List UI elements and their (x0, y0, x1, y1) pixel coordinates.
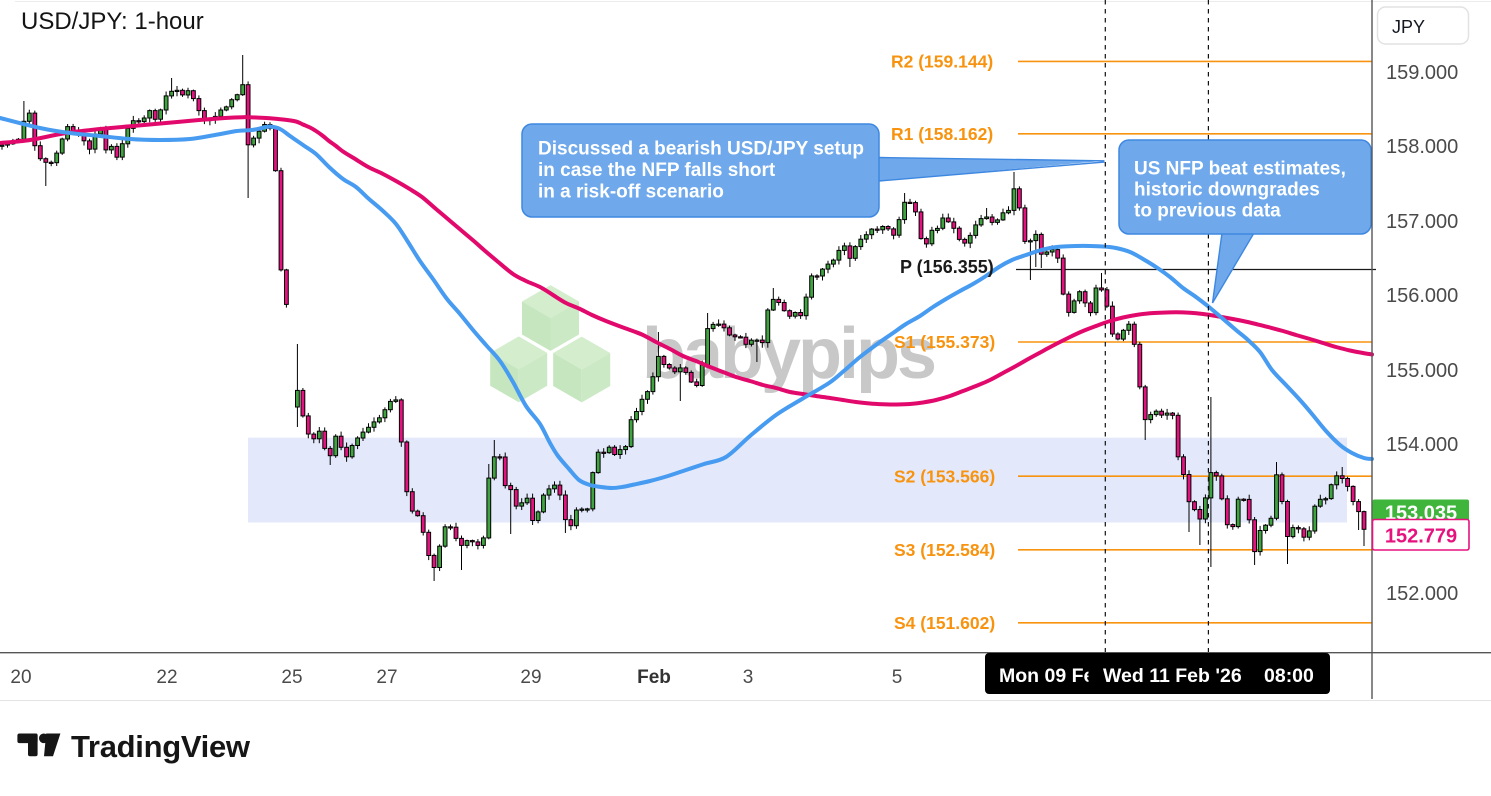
svg-text:TradingView: TradingView (71, 729, 251, 764)
svg-text:S1 (155.373): S1 (155.373) (894, 332, 995, 352)
svg-text:babypips: babypips (642, 314, 935, 394)
svg-text:20: 20 (10, 667, 31, 688)
svg-text:USD/JPY: 1-hour: USD/JPY: 1-hour (21, 8, 204, 35)
svg-text:157.000: 157.000 (1386, 211, 1458, 233)
svg-text:in a risk-off scenario: in a risk-off scenario (538, 182, 724, 203)
svg-text:S2 (153.566): S2 (153.566) (894, 467, 995, 487)
svg-text:R1 (158.162): R1 (158.162) (891, 124, 993, 144)
svg-text:152.000: 152.000 (1386, 583, 1458, 605)
svg-text:3: 3 (743, 667, 754, 688)
svg-text:08:00: 08:00 (1264, 665, 1314, 687)
svg-text:159.000: 159.000 (1386, 62, 1458, 84)
svg-text:US NFP beat estimates,: US NFP beat estimates, (1134, 159, 1346, 180)
svg-text:Wed 11 Feb '26: Wed 11 Feb '26 (1103, 665, 1242, 687)
svg-text:152.779: 152.779 (1385, 526, 1457, 548)
svg-text:5: 5 (892, 667, 903, 688)
svg-text:JPY: JPY (1392, 17, 1425, 37)
svg-text:R2 (159.144): R2 (159.144) (891, 52, 993, 72)
svg-text:25: 25 (281, 667, 302, 688)
svg-text:Feb: Feb (637, 667, 671, 688)
svg-text:29: 29 (520, 667, 541, 688)
svg-text:27: 27 (376, 667, 397, 688)
svg-text:156.000: 156.000 (1386, 285, 1458, 307)
svg-text:Mon 09 Fe: Mon 09 Fe (999, 665, 1095, 687)
svg-text:Discussed a bearish USD/JPY se: Discussed a bearish USD/JPY setup (538, 139, 864, 160)
svg-text:155.000: 155.000 (1386, 360, 1458, 382)
svg-text:158.000: 158.000 (1386, 136, 1458, 158)
svg-text:historic downgrades: historic downgrades (1134, 180, 1320, 201)
svg-text:154.000: 154.000 (1386, 434, 1458, 456)
svg-text:P (156.355): P (156.355) (900, 257, 994, 277)
svg-text:in case the NFP falls short: in case the NFP falls short (538, 160, 776, 181)
svg-text:to previous data: to previous data (1134, 201, 1281, 222)
svg-text:S3 (152.584): S3 (152.584) (894, 540, 995, 560)
svg-text:22: 22 (156, 667, 177, 688)
svg-text:S4 (151.602): S4 (151.602) (894, 613, 995, 633)
